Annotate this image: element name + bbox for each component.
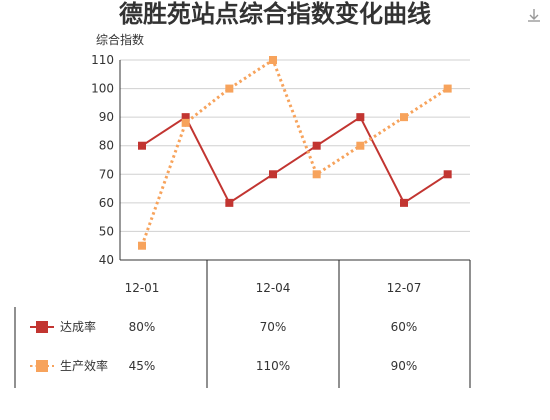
table-value-cell: 110% (256, 359, 290, 373)
legend-label: 达成率 (60, 319, 96, 334)
table-value-cell: 60% (391, 320, 418, 334)
table-header-cell: 12-04 (256, 281, 291, 295)
series-1-point (225, 198, 234, 207)
download-icon[interactable] (528, 9, 540, 22)
y-tick-label: 50 (99, 224, 114, 238)
series-2-point (269, 56, 277, 64)
y-tick-label: 110 (91, 53, 114, 67)
series-2-point (312, 170, 321, 179)
series-1-point (443, 170, 452, 179)
series-2-point (181, 118, 190, 127)
series-line-1 (141, 115, 449, 205)
table-header-cell: 12-07 (387, 281, 422, 295)
series-2-point (400, 113, 408, 122)
series-2-point (225, 84, 234, 93)
y-tick-label: 40 (99, 253, 114, 267)
series-2-point (356, 141, 365, 150)
y-tick-label: 90 (99, 110, 114, 124)
legend-marker (36, 360, 48, 372)
y-axis-label: 综合指数 (96, 32, 144, 47)
legend-marker (36, 321, 48, 333)
series-layer (138, 56, 452, 250)
table-header-cell: 12-01 (125, 281, 160, 295)
grid-lines (120, 59, 470, 232)
chart-title: 德胜苑站点综合指数变化曲线 (119, 0, 431, 28)
series-2-point (443, 84, 452, 93)
series-line-2 (140, 57, 449, 247)
series-1-point (312, 141, 321, 150)
series-2-point (138, 241, 146, 250)
y-tick-label: 80 (99, 139, 114, 153)
table-value-cell: 80% (129, 320, 156, 334)
legend-label: 生产效率 (60, 358, 108, 373)
table-value-cell: 70% (260, 320, 287, 334)
table-value-cell: 90% (391, 359, 418, 373)
series-1-point (138, 141, 146, 150)
y-tick-label: 70 (99, 167, 114, 181)
table-value-cell: 45% (129, 359, 156, 373)
series-1-point (269, 170, 277, 179)
series-1-point (356, 113, 365, 122)
y-axis-ticks: 40 50 60 70 80 90 100 110 (91, 53, 114, 267)
series-1-point (181, 113, 190, 122)
series-1-point (400, 198, 408, 207)
data-table: 12-01 12-04 12-07 达成率 80% 70% 60% 生产效率 45% 110% 90… (14, 260, 471, 388)
y-tick-label: 100 (91, 82, 114, 96)
y-tick-label: 60 (99, 196, 114, 210)
